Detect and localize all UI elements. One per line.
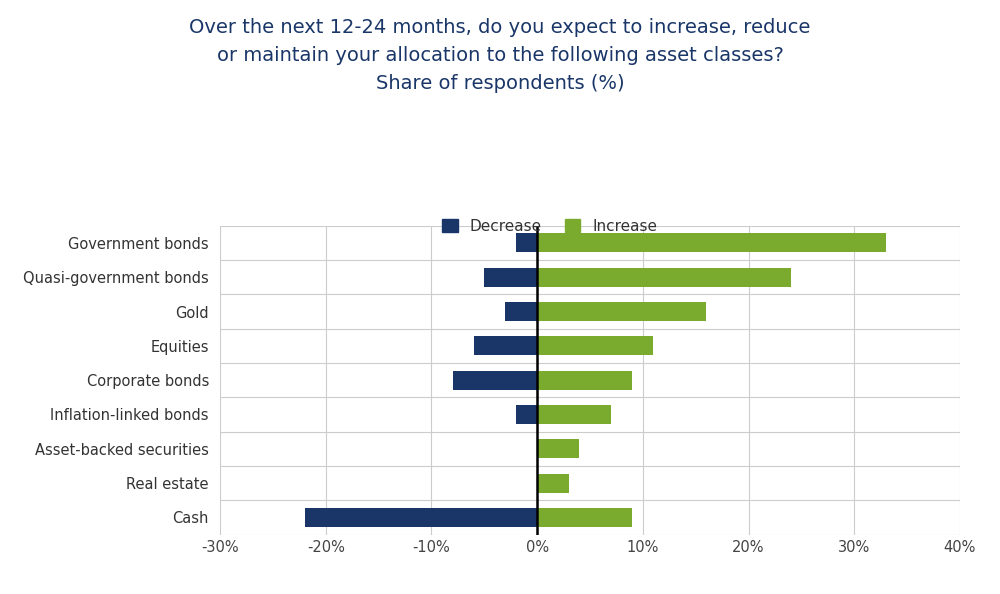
Bar	[537, 336, 653, 355]
Bar	[537, 371, 632, 390]
Bar	[537, 440, 579, 458]
Bar	[305, 508, 537, 527]
Bar	[537, 473, 569, 492]
Bar	[505, 302, 537, 321]
Bar	[484, 268, 537, 287]
Bar	[537, 508, 632, 527]
Bar	[537, 268, 791, 287]
Bar	[453, 371, 537, 390]
Bar	[537, 302, 706, 321]
Bar	[537, 405, 611, 424]
Legend: Decrease, Increase: Decrease, Increase	[436, 213, 664, 240]
Bar	[516, 405, 537, 424]
Bar	[474, 336, 537, 355]
Bar	[516, 233, 537, 252]
Text: Over the next 12-24 months, do you expect to increase, reduce
or maintain your a: Over the next 12-24 months, do you expec…	[189, 18, 811, 93]
Bar	[537, 233, 886, 252]
